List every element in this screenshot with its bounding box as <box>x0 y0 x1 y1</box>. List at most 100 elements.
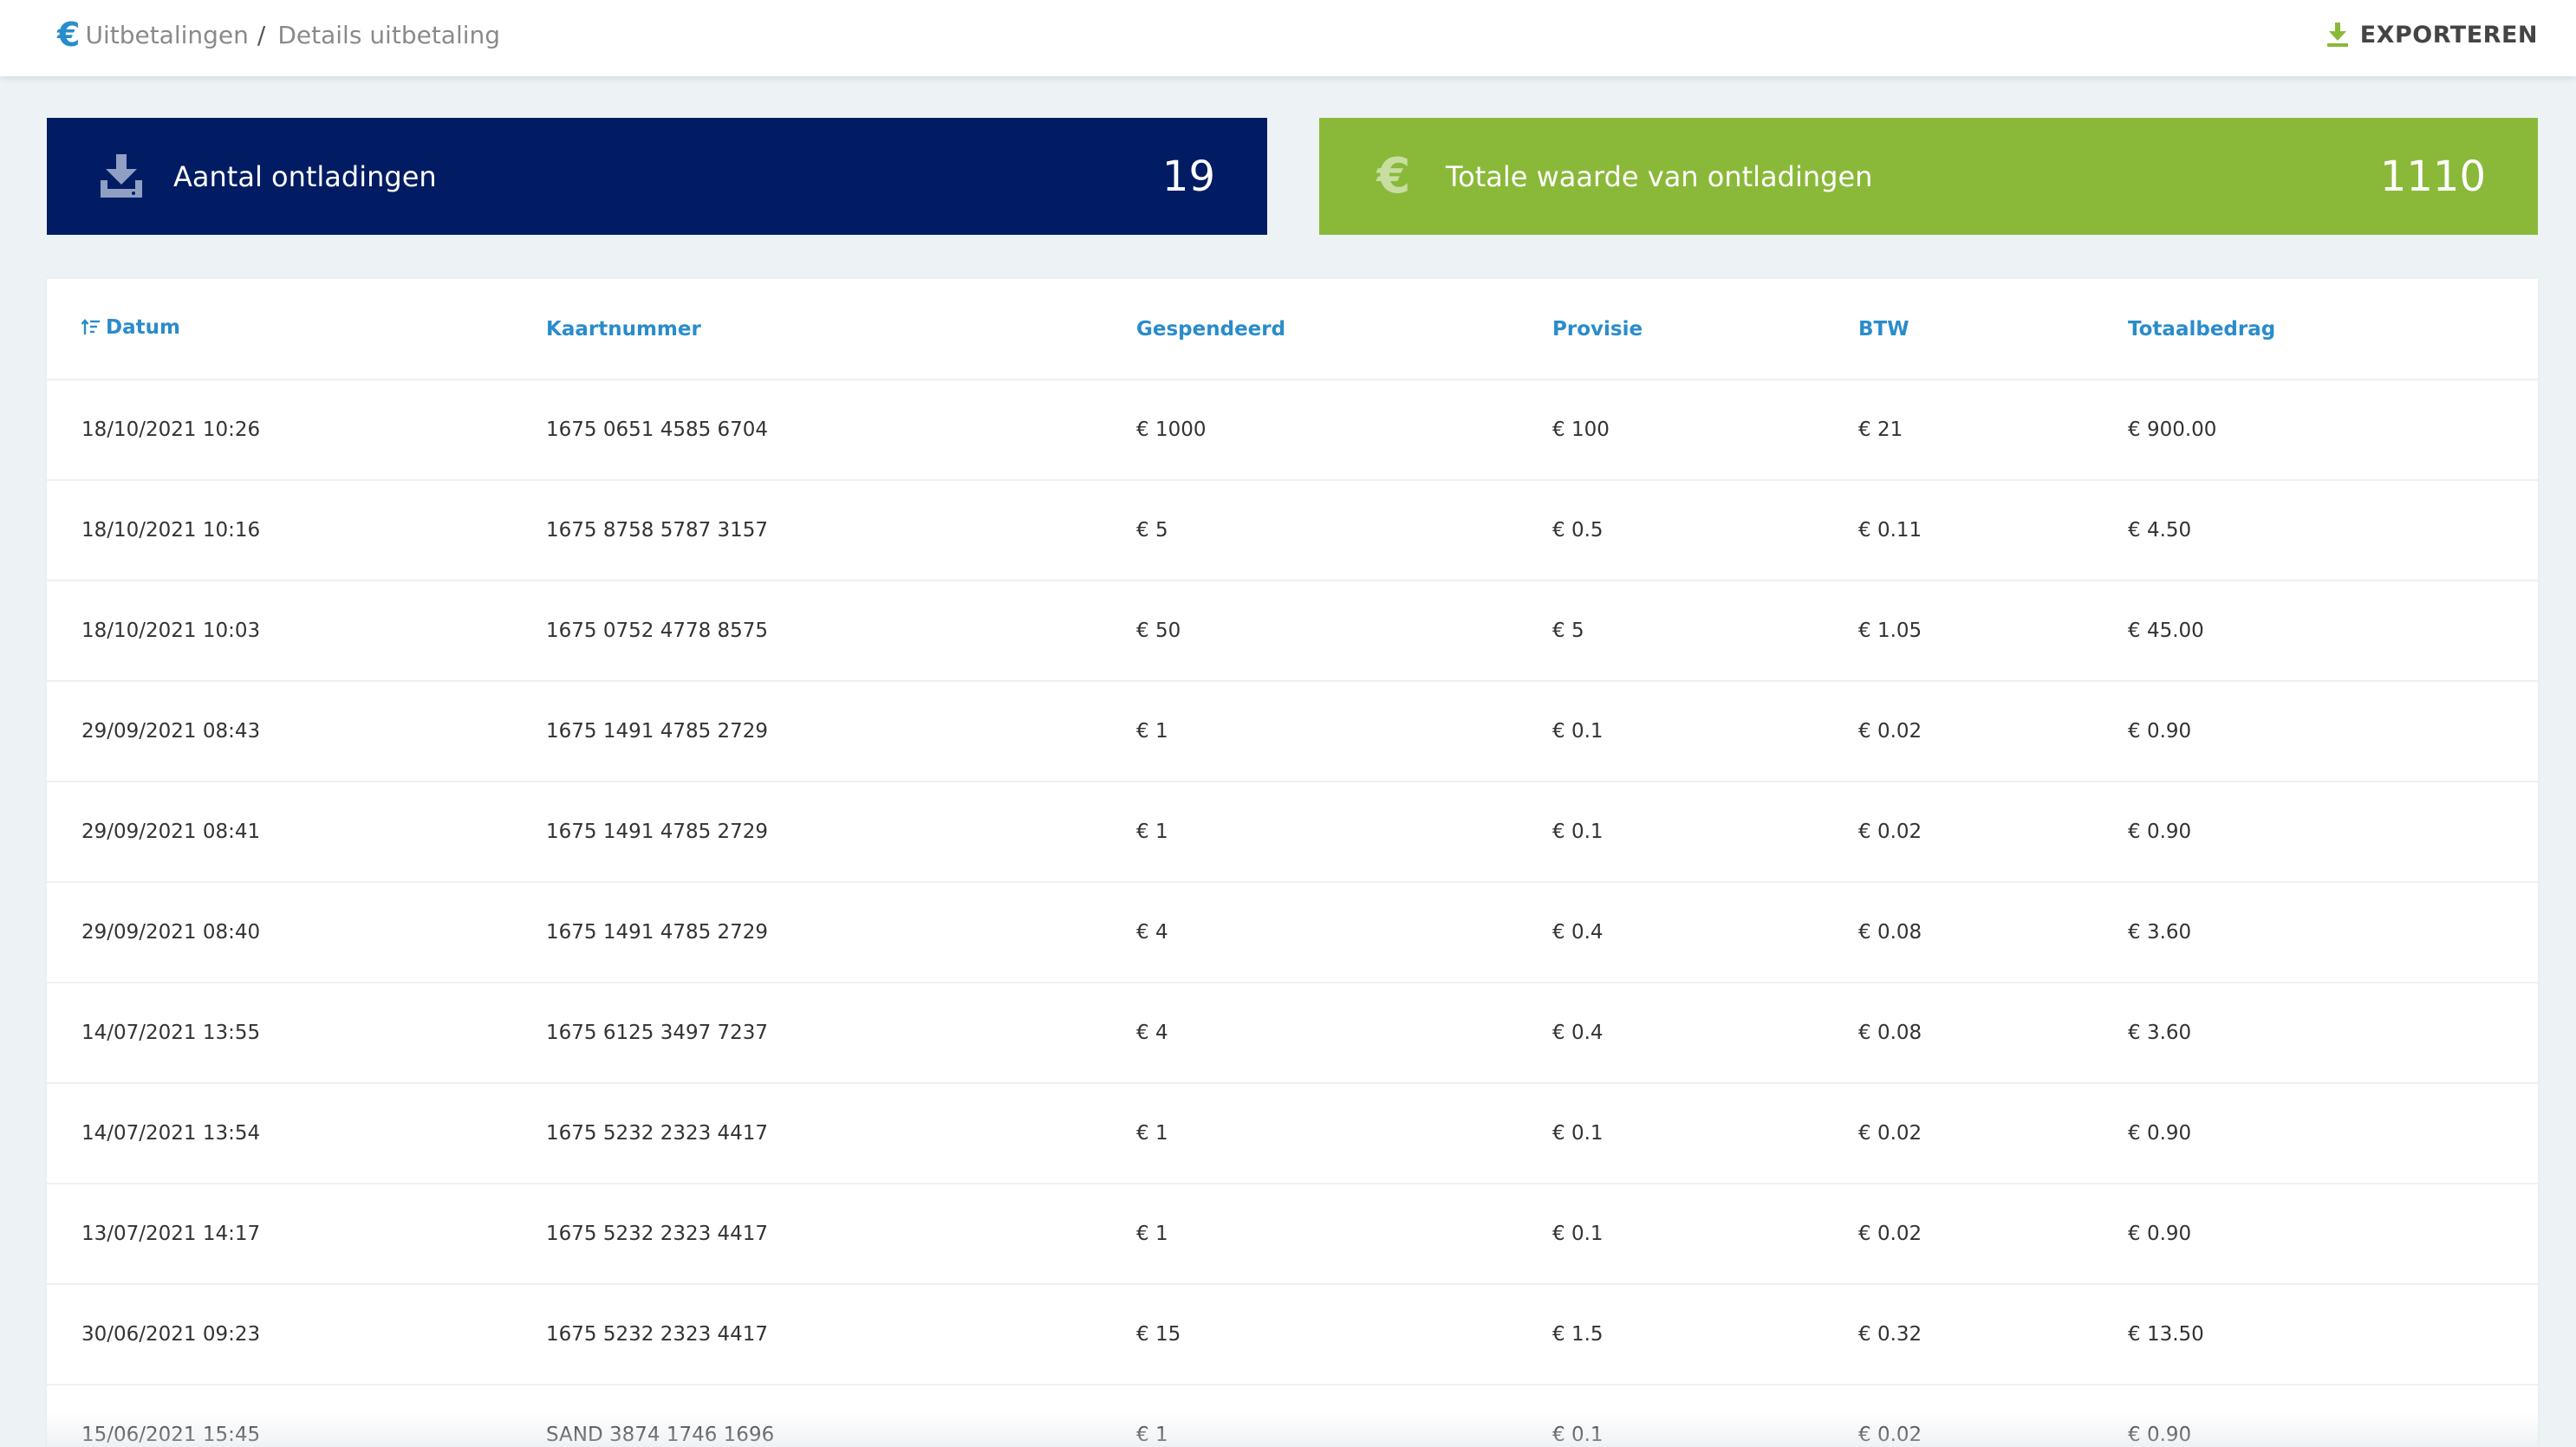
cell-datum: 18/10/2021 10:26 <box>81 419 261 441</box>
cell-datum: 15/06/2021 15:45 <box>81 1424 261 1446</box>
table-row: 30/06/2021 09:23 1675 5232 2323 4417 € 1… <box>47 1284 2538 1385</box>
cell-datum: 29/09/2021 08:43 <box>81 720 261 743</box>
table-row: 13/07/2021 14:17 1675 5232 2323 4417 € 1… <box>47 1184 2538 1284</box>
cell-totaalbedrag: € 0.90 <box>2128 1122 2192 1145</box>
cell-gespendeerd: € 1 <box>1136 1424 1168 1446</box>
cell-gespendeerd: € 1000 <box>1136 419 1207 441</box>
cell-provisie: € 0.1 <box>1552 720 1603 743</box>
cell-totaalbedrag: € 0.90 <box>2128 1223 2192 1245</box>
breadcrumb-separator: / <box>257 20 266 49</box>
total-stat-card: € Totale waarde van ontladingen 1110 <box>1319 118 2538 235</box>
cell-gespendeerd: € 1 <box>1136 1223 1168 1245</box>
table-row: 18/10/2021 10:26 1675 0651 4585 6704 € 1… <box>47 380 2538 480</box>
cell-gespendeerd: € 4 <box>1136 921 1168 944</box>
cell-btw: € 0.08 <box>1858 1022 1922 1044</box>
cell-datum: 30/06/2021 09:23 <box>81 1323 261 1346</box>
cell-provisie: € 100 <box>1552 419 1610 441</box>
cell-kaartnummer: SAND 3874 1746 1696 <box>546 1424 775 1446</box>
payout-details-table: Datum Kaartnummer Gespendeerd Provisie B… <box>47 279 2538 1447</box>
table-row: 14/07/2021 13:54 1675 5232 2323 4417 € 1… <box>47 1083 2538 1184</box>
export-button[interactable]: EXPORTEREN <box>2326 0 2538 69</box>
cell-totaalbedrag: € 900.00 <box>2128 419 2217 441</box>
euro-icon: € <box>57 16 81 54</box>
cell-totaalbedrag: € 0.90 <box>2128 720 2192 743</box>
cell-datum: 29/09/2021 08:40 <box>81 921 261 944</box>
cell-btw: € 0.02 <box>1858 1424 1922 1446</box>
cell-provisie: € 1.5 <box>1552 1323 1603 1346</box>
cell-kaartnummer: 1675 6125 3497 7237 <box>546 1022 769 1044</box>
export-button-label: EXPORTEREN <box>2359 21 2538 49</box>
cell-gespendeerd: € 1 <box>1136 1122 1168 1145</box>
cell-kaartnummer: 1675 0651 4585 6704 <box>546 419 769 441</box>
cell-btw: € 0.02 <box>1858 1122 1922 1145</box>
cell-btw: € 0.08 <box>1858 921 1922 944</box>
table-row: 18/10/2021 10:03 1675 0752 4778 8575 € 5… <box>47 581 2538 681</box>
download-icon <box>95 153 147 199</box>
cell-provisie: € 0.1 <box>1552 1122 1603 1145</box>
table-row: 29/09/2021 08:40 1675 1491 4785 2729 € 4… <box>47 882 2538 983</box>
cell-btw: € 1.05 <box>1858 620 1922 642</box>
cell-provisie: € 0.4 <box>1552 921 1603 944</box>
table-row: 18/10/2021 10:16 1675 8758 5787 3157 € 5… <box>47 480 2538 581</box>
column-header-btw[interactable]: BTW <box>1858 279 2128 380</box>
table-row: 15/06/2021 15:45 SAND 3874 1746 1696 € 1… <box>47 1385 2538 1447</box>
cell-gespendeerd: € 15 <box>1136 1323 1181 1346</box>
cell-kaartnummer: 1675 0752 4778 8575 <box>546 620 769 642</box>
cell-totaalbedrag: € 4.50 <box>2128 519 2192 542</box>
euro-icon: € <box>1376 147 1411 204</box>
cell-totaalbedrag: € 13.50 <box>2128 1323 2204 1346</box>
total-stat-value: 1110 <box>2379 152 2486 201</box>
table-header-row: Datum Kaartnummer Gespendeerd Provisie B… <box>47 279 2538 380</box>
column-header-totaalbedrag[interactable]: Totaalbedrag <box>2128 279 2538 380</box>
cell-kaartnummer: 1675 5232 2323 4417 <box>546 1122 769 1145</box>
cell-totaalbedrag: € 45.00 <box>2128 620 2204 642</box>
breadcrumb-current: Details uitbetaling <box>277 20 501 49</box>
column-header-gespendeerd[interactable]: Gespendeerd <box>1136 279 1552 380</box>
count-stat-value: 19 <box>1161 152 1215 201</box>
cell-kaartnummer: 1675 1491 4785 2729 <box>546 720 769 743</box>
cell-btw: € 0.32 <box>1858 1323 1922 1346</box>
column-header-provisie[interactable]: Provisie <box>1552 279 1858 380</box>
download-icon <box>2326 23 2348 47</box>
cell-kaartnummer: 1675 1491 4785 2729 <box>546 821 769 843</box>
breadcrumb-link-uitbetalingen[interactable]: Uitbetalingen <box>85 20 249 49</box>
cell-provisie: € 5 <box>1552 620 1584 642</box>
cell-btw: € 0.11 <box>1858 519 1922 542</box>
cell-provisie: € 0.1 <box>1552 1223 1603 1245</box>
cell-provisie: € 0.4 <box>1552 1022 1603 1044</box>
payout-details-table-panel: Datum Kaartnummer Gespendeerd Provisie B… <box>47 279 2538 1447</box>
column-header-kaartnummer[interactable]: Kaartnummer <box>546 279 1136 380</box>
table-row: 29/09/2021 08:41 1675 1491 4785 2729 € 1… <box>47 782 2538 882</box>
cell-gespendeerd: € 5 <box>1136 519 1168 542</box>
cell-datum: 18/10/2021 10:03 <box>81 620 261 642</box>
cell-totaalbedrag: € 0.90 <box>2128 1424 2192 1446</box>
cell-btw: € 0.02 <box>1858 821 1922 843</box>
cell-datum: 14/07/2021 13:55 <box>81 1022 261 1044</box>
cell-gespendeerd: € 4 <box>1136 1022 1168 1044</box>
total-stat-label: Totale waarde van ontladingen <box>1446 159 1873 193</box>
table-row: 29/09/2021 08:43 1675 1491 4785 2729 € 1… <box>47 681 2538 782</box>
cell-gespendeerd: € 1 <box>1136 821 1168 843</box>
cell-datum: 29/09/2021 08:41 <box>81 821 261 843</box>
cell-kaartnummer: 1675 5232 2323 4417 <box>546 1223 769 1245</box>
cell-btw: € 0.02 <box>1858 1223 1922 1245</box>
cell-btw: € 0.02 <box>1858 720 1922 743</box>
cell-kaartnummer: 1675 8758 5787 3157 <box>546 519 769 542</box>
cell-btw: € 21 <box>1858 419 1903 441</box>
cell-datum: 14/07/2021 13:54 <box>81 1122 261 1145</box>
cell-totaalbedrag: € 3.60 <box>2128 1022 2192 1044</box>
cell-datum: 18/10/2021 10:16 <box>81 519 261 542</box>
cell-datum: 13/07/2021 14:17 <box>81 1223 261 1245</box>
sort-icon <box>81 319 101 341</box>
cell-provisie: € 0.1 <box>1552 821 1603 843</box>
count-stat-card: Aantal ontladingen 19 <box>47 118 1267 235</box>
cell-kaartnummer: 1675 1491 4785 2729 <box>546 921 769 944</box>
table-row: 14/07/2021 13:55 1675 6125 3497 7237 € 4… <box>47 983 2538 1083</box>
top-bar: € Uitbetalingen / Details uitbetaling EX… <box>0 0 2576 76</box>
breadcrumb: € Uitbetalingen / Details uitbetaling <box>57 0 500 69</box>
cell-totaalbedrag: € 3.60 <box>2128 921 2192 944</box>
cell-kaartnummer: 1675 5232 2323 4417 <box>546 1323 769 1346</box>
cell-provisie: € 0.1 <box>1552 1424 1603 1446</box>
column-header-datum[interactable]: Datum <box>47 279 546 380</box>
cell-gespendeerd: € 50 <box>1136 620 1181 642</box>
